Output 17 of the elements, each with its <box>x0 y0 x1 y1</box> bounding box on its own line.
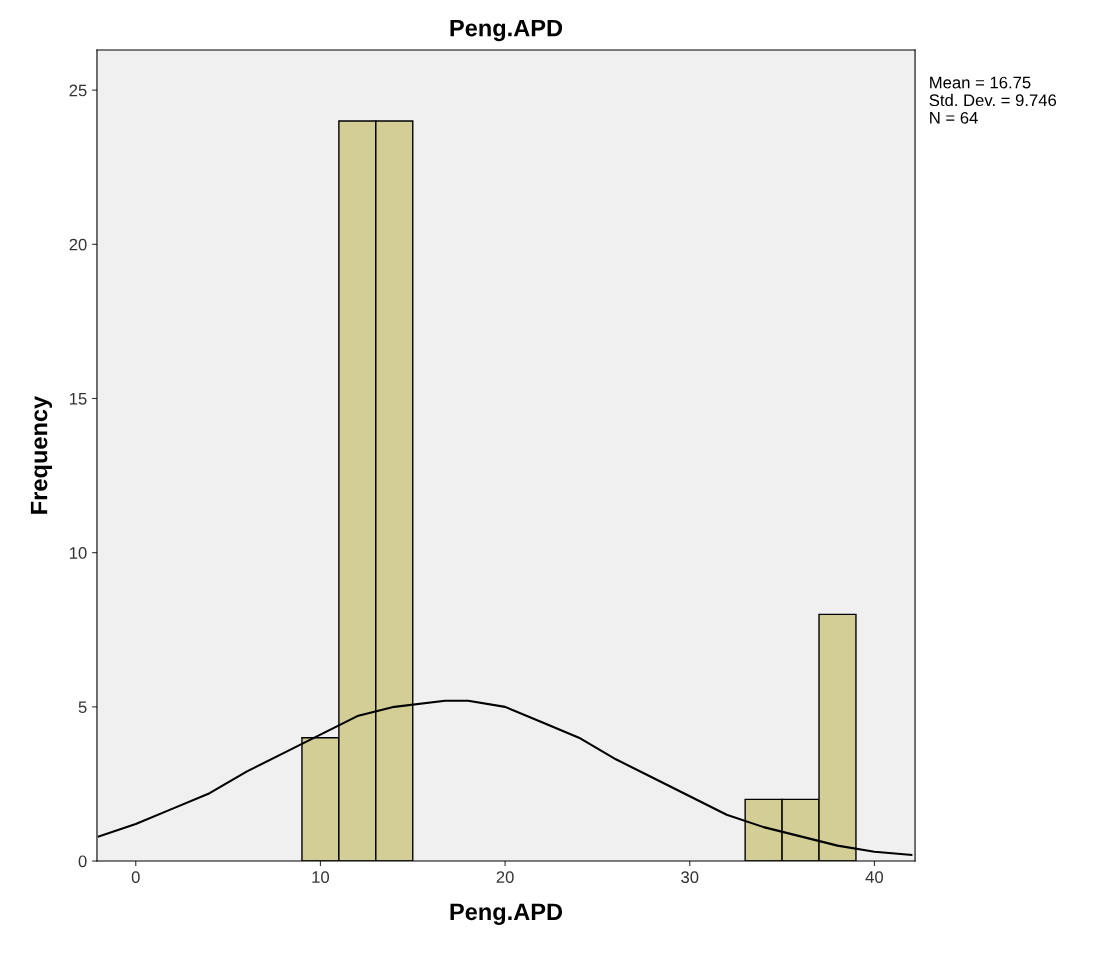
text: Std. Dev. = 9.746 <box>929 93 1057 107</box>
x-tick-label: 10 <box>312 871 330 883</box>
x-tick-label: 0 <box>131 871 140 883</box>
y-tick-label: 15 <box>69 393 87 405</box>
y-axis-title: Frequency <box>30 395 53 514</box>
y-tick-label: 0 <box>78 855 87 868</box>
y-tick-label: 5 <box>78 701 87 714</box>
y-tick-label: 25 <box>69 84 87 97</box>
x-tick-label: 40 <box>865 871 884 883</box>
chart-title: Peng.APD <box>450 19 563 42</box>
x-tick-label: 20 <box>496 871 514 883</box>
y-tick-label: 10 <box>69 547 87 559</box>
x-axis-title: Peng.APD <box>450 903 563 925</box>
text: N = 64 <box>930 111 978 124</box>
y-tick-label: 20 <box>69 238 87 251</box>
x-tick-label: 30 <box>681 871 699 883</box>
text: Mean = 16.75 <box>930 76 1031 89</box>
